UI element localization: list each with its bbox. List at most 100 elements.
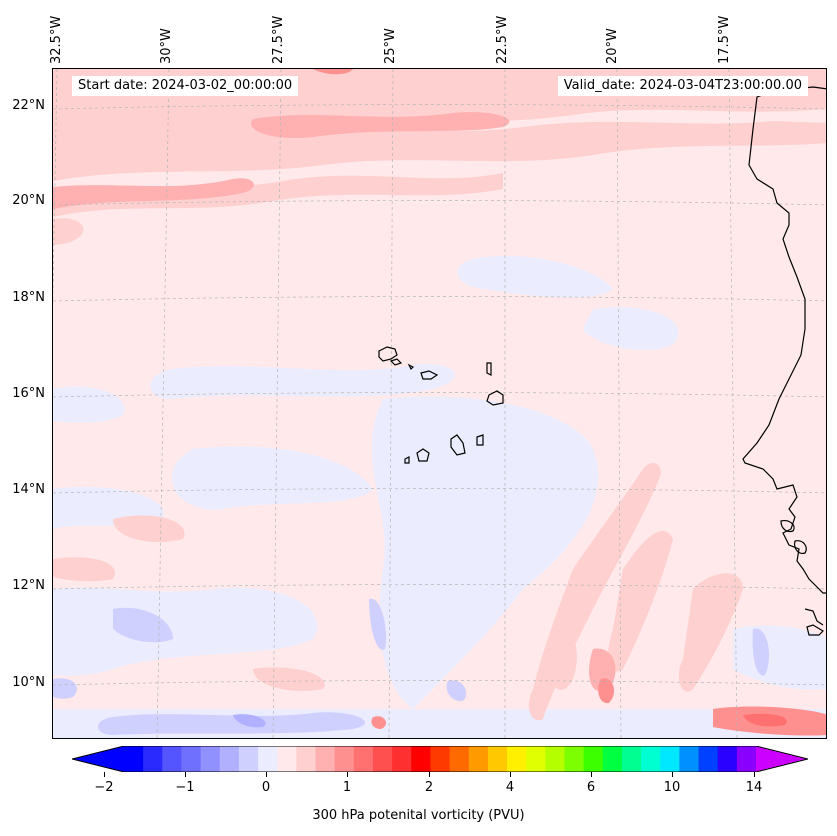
- colorbar-tick-mark: [185, 772, 186, 777]
- colorbar-tick-mark: [754, 772, 755, 777]
- colorbar-tick-label: 2: [424, 780, 434, 795]
- colorbar-swatch: [181, 746, 202, 772]
- pv-neg-area: [457, 255, 613, 298]
- colorbar-extend-low: [72, 746, 124, 772]
- colorbar-swatch: [641, 746, 661, 772]
- pv-patch: [251, 112, 510, 138]
- cape-verde-islands: [378, 346, 504, 464]
- colorbar-tick-label: 6: [586, 780, 596, 795]
- colorbar-swatch: [353, 746, 374, 772]
- colorbar-swatch: [583, 746, 604, 772]
- pv-patch: [53, 178, 254, 209]
- lon-label: 17.5°W: [717, 15, 732, 64]
- lon-label: 32.5°W: [49, 15, 64, 64]
- lon-label: 20°W: [605, 28, 620, 64]
- colorbar-swatch: [162, 746, 183, 772]
- pv-filament: [598, 678, 615, 704]
- colorbar-tick-mark: [347, 772, 348, 777]
- lat-label: 10°N: [12, 675, 45, 690]
- gridlines: [53, 69, 826, 738]
- colorbar-tick-label: 0: [261, 780, 271, 795]
- lat-label: 18°N: [12, 290, 45, 305]
- colorbar-tick-mark: [104, 772, 105, 777]
- pv-filament: [549, 628, 577, 690]
- pv-neg-area: [583, 307, 679, 350]
- colorbar-swatch: [315, 746, 336, 772]
- colorbar-tick-mark: [429, 772, 430, 777]
- colorbar-swatch: [277, 746, 297, 772]
- colorbar-swatch: [449, 746, 470, 772]
- colorbar-tick-label: −2: [94, 780, 114, 795]
- colorbar: [72, 746, 808, 772]
- pv-neg-area: [752, 628, 769, 676]
- pv-neg-area: [446, 680, 467, 702]
- pv-neg-area: [53, 678, 77, 699]
- colorbar-swatch: [526, 746, 546, 772]
- start-date-label: Start date: 2024-03-02_00:00:00: [72, 76, 299, 96]
- colorbar-swatch: [200, 746, 221, 772]
- colorbar-extend-high: [756, 746, 808, 772]
- colorbar-swatch: [545, 746, 566, 772]
- lat-label: 12°N: [12, 578, 45, 593]
- colorbar-tick-mark: [266, 772, 267, 777]
- lat-label: 14°N: [12, 482, 45, 497]
- colorbar-tick-mark: [591, 772, 592, 777]
- pv-patch: [371, 716, 387, 729]
- colorbar-tick-label: 4: [505, 780, 515, 795]
- pv-neg-area: [53, 386, 125, 423]
- colorbar-tick-label: 10: [663, 780, 681, 795]
- colorbar-swatch: [660, 746, 680, 772]
- pv-patch: [113, 515, 185, 543]
- lon-label: 27.5°W: [271, 15, 286, 64]
- colorbar-swatch: [679, 746, 700, 772]
- colorbar-swatch: [468, 746, 489, 772]
- coastline: [742, 86, 826, 636]
- pv-neg-area: [98, 712, 366, 735]
- colorbar-swatch: [143, 746, 163, 772]
- valid-date-label: Valid_date: 2024-03-04T23:00:00.00: [557, 76, 808, 96]
- colorbar-swatch: [717, 746, 738, 772]
- lon-label: 30°W: [159, 28, 174, 64]
- pv-band: [53, 173, 503, 217]
- pv-field: [53, 69, 826, 738]
- pv-filament: [678, 573, 743, 692]
- colorbar-swatch: [392, 746, 412, 772]
- colorbar-tick-mark: [672, 772, 673, 777]
- colorbar-swatch: [296, 746, 317, 772]
- colorbar-swatch: [430, 746, 451, 772]
- lat-label: 22°N: [12, 98, 45, 113]
- colorbar-swatch: [219, 746, 240, 772]
- pv-patch: [313, 69, 353, 75]
- colorbar-swatch: [334, 746, 355, 772]
- pv-band: [53, 121, 826, 181]
- colorbar-swatch: [372, 746, 393, 772]
- colorbar-swatch: [698, 746, 719, 772]
- colorbar-swatch: [487, 746, 508, 772]
- pv-patch: [53, 557, 115, 582]
- colorbar-swatch: [736, 746, 757, 772]
- colorbar-tick-label: 14: [745, 780, 763, 795]
- colorbar-tick-label: −1: [175, 780, 195, 795]
- pv-neg-area: [113, 607, 173, 643]
- pv-patch: [53, 218, 84, 245]
- colorbar-swatch: [621, 746, 642, 772]
- lon-label: 22.5°W: [495, 15, 510, 64]
- pv-neg-area: [171, 446, 373, 510]
- colorbar-swatch: [124, 746, 144, 772]
- colorbar-swatch: [564, 746, 585, 772]
- map-panel: [52, 68, 827, 739]
- lat-label: 20°N: [12, 193, 45, 208]
- pv-patch: [743, 713, 787, 727]
- colorbar-swatch: [602, 746, 623, 772]
- colorbar-swatch: [411, 746, 432, 772]
- colorbar-swatch: [507, 746, 527, 772]
- pv-patch: [253, 667, 325, 691]
- colorbar-label: 300 hPa potenital vorticity (PVU): [312, 808, 525, 823]
- pv-neg-area: [233, 714, 266, 728]
- colorbar-swatch: [238, 746, 259, 772]
- pv-neg-area: [150, 363, 455, 400]
- colorbar-tick-mark: [510, 772, 511, 777]
- colorbar-tick-label: 1: [342, 780, 352, 795]
- lat-label: 16°N: [12, 386, 45, 401]
- lon-label: 25°W: [383, 28, 398, 64]
